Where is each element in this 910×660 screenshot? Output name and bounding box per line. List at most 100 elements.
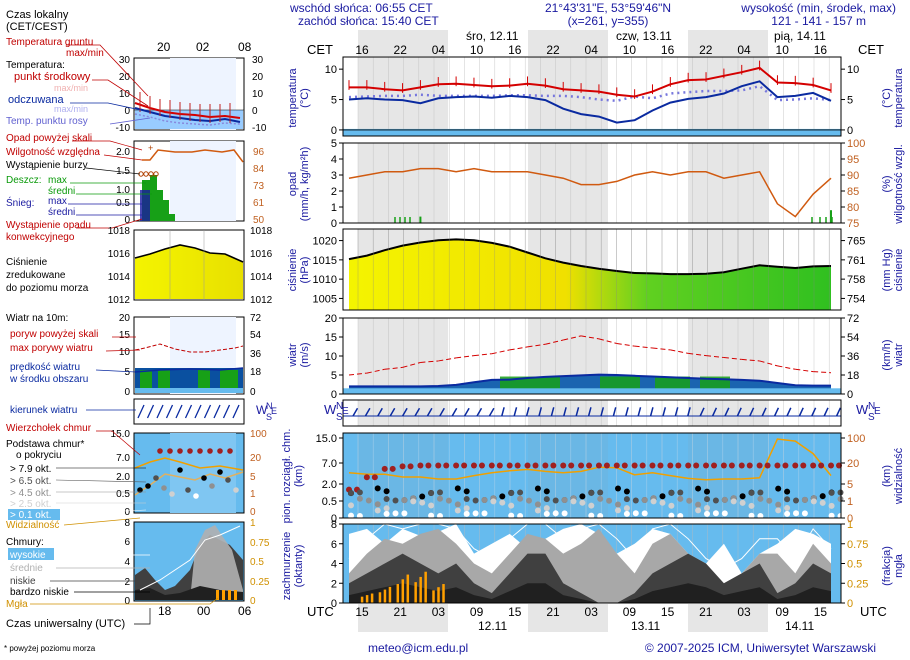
cloud-base-dot <box>668 512 675 519</box>
tz-utc-left: UTC <box>307 604 334 619</box>
cloud-base-dot <box>677 495 684 502</box>
wind-arrow <box>835 407 842 417</box>
cloud-top-dot <box>461 462 468 469</box>
cloud-base-dot <box>810 498 817 505</box>
tick-label: 0 <box>331 598 337 610</box>
panel-cloud-base: 15.0 7.0 2.0 0.5 0 100 20 5 1 0 <box>316 432 865 525</box>
tick-label: 1015 <box>313 255 337 267</box>
cloud-top-dot <box>524 462 531 469</box>
footer: meteo@icm.edu.pl © 2007-2025 ICM, Uniwer… <box>368 641 876 655</box>
cloud-base-dot <box>828 502 835 509</box>
legend-dot <box>207 448 213 454</box>
panel-wind-direction <box>342 399 842 427</box>
cloud-base-dot <box>784 504 791 511</box>
legend-dot <box>193 493 199 499</box>
legend-cl-vlow: bardzo niskie <box>10 587 69 598</box>
legend-clouds-block: 8 6 4 2 0 1 0.75 0.5 0.25 0 Chmury: wyso… <box>6 518 270 610</box>
temperature-line <box>349 66 832 98</box>
precip-title-left: opad(mm/h, kg/m²h) <box>287 147 311 222</box>
wind-arrow <box>749 407 755 417</box>
legend-footnote: * powyżej poziomu morza <box>4 644 96 653</box>
cloud-top-dot <box>568 462 575 469</box>
wind-arrow <box>389 407 396 417</box>
cloud-base-dot <box>588 512 595 519</box>
tick-label: 0 <box>331 389 337 401</box>
cloud-base-dot <box>543 488 550 495</box>
legend-maxmin-ghost2: max/min <box>54 104 88 114</box>
cloud-top-dot <box>631 462 638 469</box>
wind-arrow <box>823 407 829 417</box>
cloud-base-dot <box>597 512 604 519</box>
cloud-base-dot <box>437 512 443 519</box>
legend-dot <box>217 469 223 475</box>
legend-perceived: odczuwana <box>8 94 65 106</box>
wind-arrow <box>798 407 804 417</box>
fog-bar <box>406 574 410 603</box>
precip-bar <box>419 216 422 223</box>
elevation-values: 121 - 141 - 157 m <box>771 14 866 28</box>
day-top-2: czw, 13.11 <box>616 29 672 43</box>
gust-segment <box>456 355 475 359</box>
wind-arrow <box>724 407 730 417</box>
footer-email[interactable]: meteo@icm.edu.pl <box>368 641 468 655</box>
cloud-base-dot <box>534 507 541 514</box>
hour-bottom-label: 15 <box>814 605 828 619</box>
tick: 1 <box>250 518 256 529</box>
cloud-base-dot <box>383 510 390 517</box>
legend-temperature: Temperatura: <box>6 60 65 71</box>
tick-label: 2 <box>331 578 337 590</box>
tick: 1012 <box>250 295 273 306</box>
fog-bar <box>396 584 400 603</box>
tz-local-left: CET <box>307 42 333 57</box>
gust-segment <box>813 371 832 374</box>
tick-label: 754 <box>847 293 865 305</box>
legend-dot <box>187 448 193 454</box>
cloud-base-dot <box>392 497 399 504</box>
wind-arrow <box>600 407 605 417</box>
legend-utc-time: Czas uniwersalny (UTC) <box>6 618 125 630</box>
fog-bar <box>437 587 440 603</box>
gust-segment <box>420 360 439 363</box>
hour-top-label: 22 <box>546 43 560 57</box>
tick: 1016 <box>108 249 131 260</box>
hour-bottom-label: 15 <box>355 605 369 619</box>
tick: 100 <box>250 429 267 440</box>
cloud-base-dot <box>392 510 399 517</box>
tick-label: 1020 <box>313 236 337 248</box>
tick-label: 761 <box>847 255 865 267</box>
wind-arrow <box>184 404 193 419</box>
cloud-base-dot <box>739 493 746 500</box>
tick-label: 85 <box>847 186 859 198</box>
fog-bar <box>365 595 369 603</box>
time-axis-bottom: UTC UTC 15 21 03 09 15 21 03 09 15 21 03 09 15 12.11… <box>307 604 887 633</box>
gust-segment <box>598 338 617 344</box>
legend-mid-point: punkt środkowy <box>14 71 91 83</box>
gust-segment <box>723 357 742 360</box>
tick-label: 7.0 <box>322 458 337 470</box>
legend-okt-1: > 7.9 okt. <box>10 464 51 475</box>
cloud-base-dot <box>784 488 791 495</box>
tick-label: 5 <box>847 479 853 491</box>
legend-local-hour-1: 20 <box>157 40 171 54</box>
svg-text:N: N <box>336 401 343 412</box>
cloud-top-dot <box>407 463 414 470</box>
tick: 30 <box>119 55 131 66</box>
tick-label: 10 <box>325 351 337 363</box>
svg-text:+: + <box>148 143 153 153</box>
cloud-base-dot <box>704 510 710 517</box>
cloud-top-dot <box>560 462 567 469</box>
cloud-base-dot <box>552 497 559 504</box>
legend-maxmin: max/min <box>66 48 104 59</box>
cloud-top-dot <box>443 462 450 469</box>
legend-storm: Wystąpienie burzy <box>6 160 88 171</box>
cloud-base-dot <box>517 489 524 496</box>
tick: 1012 <box>108 295 131 306</box>
cloud-base-dot <box>348 512 354 519</box>
legend-dot <box>167 448 173 454</box>
cloud-base-dot <box>383 505 390 512</box>
fog-bar <box>378 592 382 603</box>
gust-segment <box>509 346 528 351</box>
hour-bottom-label: 15 <box>508 605 522 619</box>
cloud-base-dot <box>365 497 372 504</box>
cloud-base-dot <box>428 512 435 519</box>
